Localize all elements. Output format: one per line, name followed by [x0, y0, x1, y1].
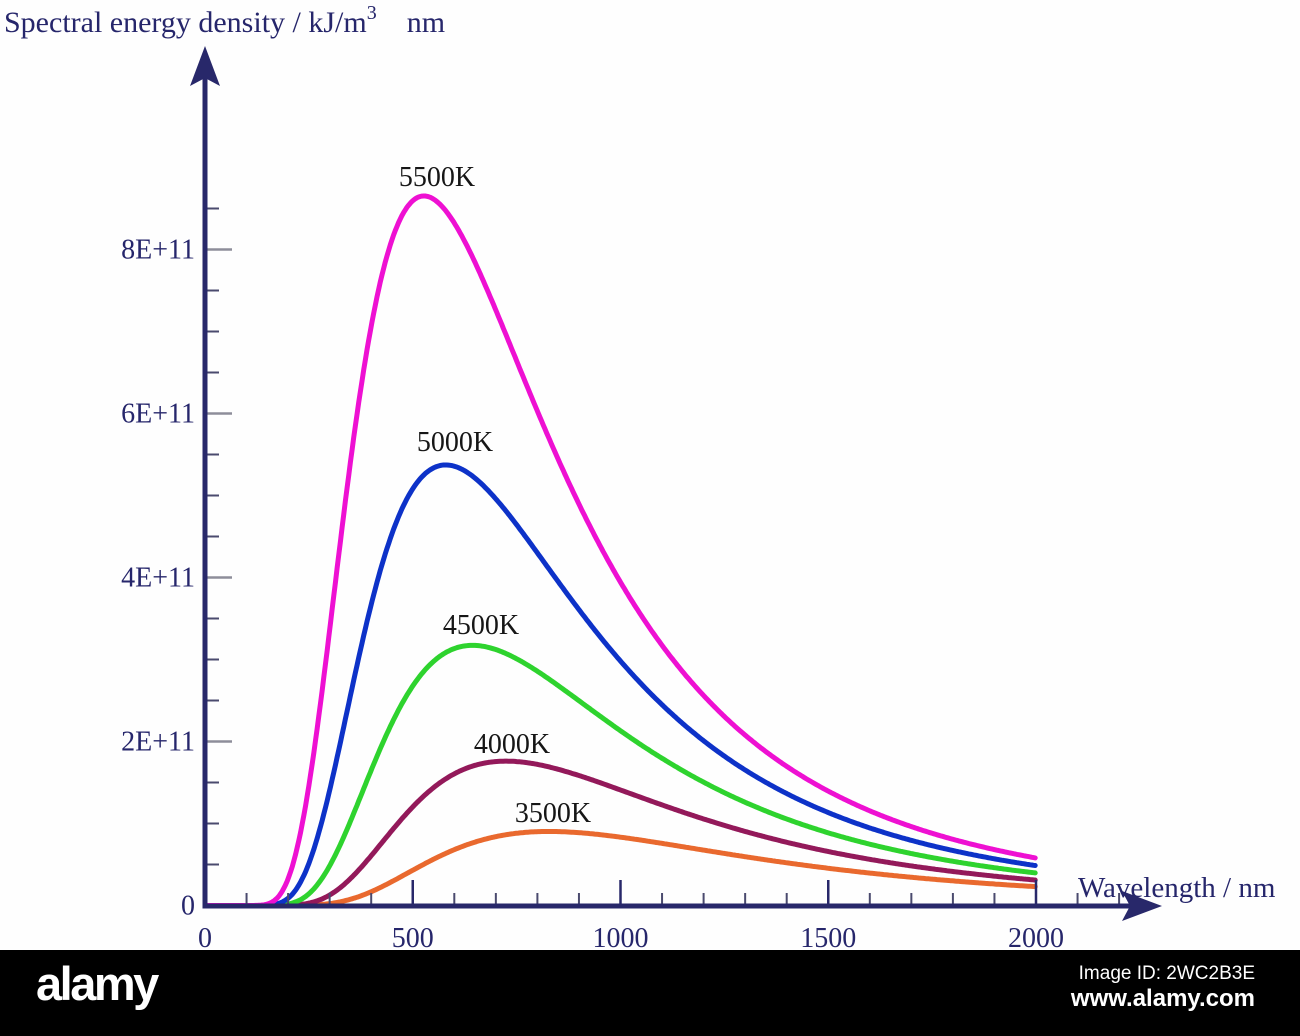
- chart-canvas: 8E+11 6E+11 4E+11 2E+11 00 500 1000 1500 2000: [121, 46, 1162, 950]
- y-tick-label-8E+11: 8E+11: [121, 235, 195, 266]
- x-axis-arrowhead-icon: [1122, 891, 1162, 921]
- y-axis-title-exponent: 3: [366, 2, 377, 24]
- curve-5500K: [203, 193, 1038, 908]
- x-tick-label-1500: 1500: [800, 923, 856, 950]
- y-axis-title-text: Spectral energy density / kJ/m: [4, 6, 367, 39]
- curve-label-5500K: 5500K: [398, 162, 476, 193]
- alamy-logo: alamy: [36, 957, 159, 1010]
- curve-label-5000K: 5000K: [416, 427, 494, 458]
- y-tick-label-6E+11: 6E+11: [121, 399, 195, 430]
- y-tick-label-2E+11: 2E+11: [121, 727, 195, 758]
- watermark-credits: Image ID: 2WC2B3E www.alamy.com: [1071, 963, 1255, 1012]
- alamy-url-text: www.alamy.com: [1070, 984, 1255, 1012]
- curve-4500K: [203, 642, 1038, 908]
- watermark-bar: alamy Image ID: 2WC2B3E www.alamy.com: [0, 950, 1300, 1036]
- curve-label-3500K: 3500K: [514, 798, 592, 829]
- x-tick-label-1000: 1000: [593, 923, 649, 950]
- curve-3500K: [203, 829, 1038, 908]
- x-tick-label-2000: 2000: [1008, 923, 1064, 950]
- y-tick-label-0: 0: [181, 891, 195, 922]
- image-id-text: Image ID: 2WC2B3E: [1078, 963, 1255, 984]
- curve-label-4000K: 4000K: [473, 729, 551, 760]
- x-tick-label-0: 0: [198, 923, 212, 950]
- y-axis-title-unit: nm: [406, 6, 446, 39]
- curve-4000K: [203, 758, 1038, 908]
- x-axis-title: Wavelength / nm: [1078, 872, 1276, 904]
- y-axis-arrowhead-icon: [190, 46, 220, 86]
- curve-label-4500K: 4500K: [442, 610, 520, 641]
- curve-5000K: [203, 462, 1038, 908]
- y-axis-title: Spectral energy density / kJ/m3 nm: [4, 2, 446, 40]
- axes-lines: [202, 78, 1136, 909]
- y-tick-label-4E+11: 4E+11: [121, 563, 195, 594]
- x-tick-label-500: 500: [392, 923, 434, 950]
